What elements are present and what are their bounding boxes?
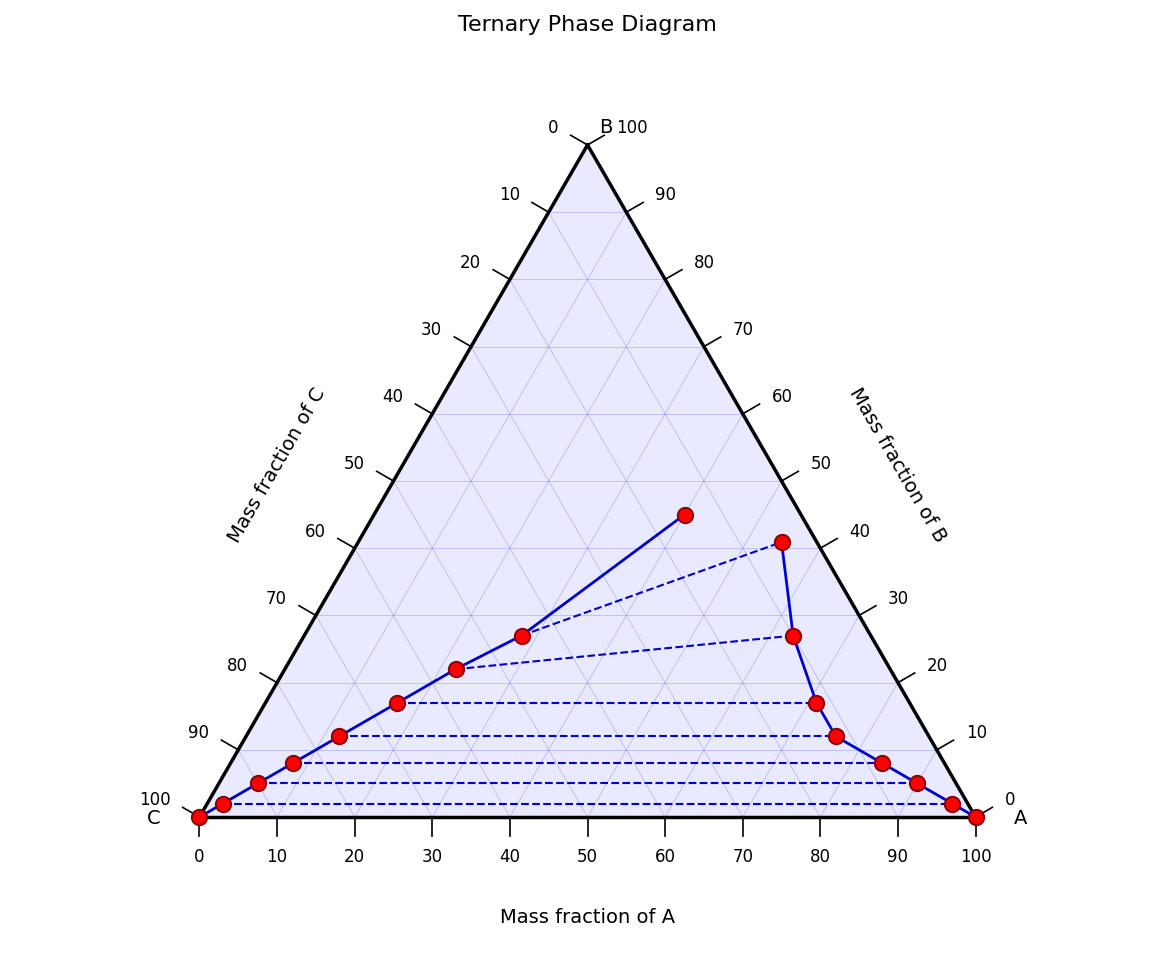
Text: 90: 90	[188, 724, 209, 742]
Text: 90: 90	[887, 848, 908, 866]
Point	[446, 661, 465, 677]
Text: 20: 20	[344, 848, 365, 866]
Text: 90: 90	[656, 186, 676, 204]
Text: 80: 80	[227, 656, 248, 675]
Polygon shape	[200, 145, 975, 817]
Text: 70: 70	[733, 321, 754, 339]
Text: 70: 70	[266, 590, 287, 607]
Point	[908, 776, 927, 791]
Point	[512, 628, 531, 643]
Text: A: A	[1014, 810, 1028, 828]
Text: Mass fraction of A: Mass fraction of A	[499, 908, 676, 927]
Text: 40: 40	[382, 388, 403, 406]
Point	[190, 810, 209, 825]
Text: 10: 10	[498, 186, 519, 204]
Point	[248, 776, 267, 791]
Point	[942, 796, 961, 812]
Point	[826, 729, 845, 744]
Text: 70: 70	[732, 848, 753, 866]
Text: 0: 0	[548, 120, 558, 137]
Text: 60: 60	[772, 388, 793, 406]
Text: 50: 50	[577, 848, 598, 866]
Point	[388, 695, 407, 710]
Text: 30: 30	[422, 848, 443, 866]
Text: 40: 40	[850, 522, 871, 541]
Text: 0: 0	[194, 848, 204, 866]
Point	[966, 810, 985, 825]
Point	[330, 729, 349, 744]
Text: 60: 60	[654, 848, 676, 866]
Point	[807, 695, 826, 710]
Text: Mass fraction of C: Mass fraction of C	[224, 385, 329, 547]
Text: 30: 30	[421, 321, 442, 339]
Title: Ternary Phase Diagram: Ternary Phase Diagram	[458, 15, 717, 35]
Text: 50: 50	[343, 455, 364, 473]
Text: 10: 10	[966, 724, 987, 742]
Point	[214, 796, 233, 812]
Text: B: B	[599, 119, 612, 137]
Text: 50: 50	[811, 455, 832, 473]
Text: Mass fraction of B: Mass fraction of B	[846, 385, 949, 546]
Text: 80: 80	[694, 254, 716, 272]
Text: 20: 20	[459, 254, 481, 272]
Point	[283, 756, 302, 771]
Text: 80: 80	[810, 848, 831, 866]
Text: 100: 100	[617, 120, 649, 137]
Text: C: C	[147, 810, 161, 828]
Point	[676, 507, 694, 522]
Text: 30: 30	[888, 590, 909, 607]
Text: 20: 20	[927, 656, 948, 675]
Text: 40: 40	[499, 848, 521, 866]
Text: 100: 100	[139, 791, 170, 810]
Point	[784, 628, 803, 643]
Text: 0: 0	[1005, 791, 1015, 810]
Text: 60: 60	[304, 522, 325, 541]
Point	[772, 534, 791, 549]
Text: 100: 100	[960, 848, 992, 866]
Point	[873, 756, 892, 771]
Text: 10: 10	[267, 848, 288, 866]
